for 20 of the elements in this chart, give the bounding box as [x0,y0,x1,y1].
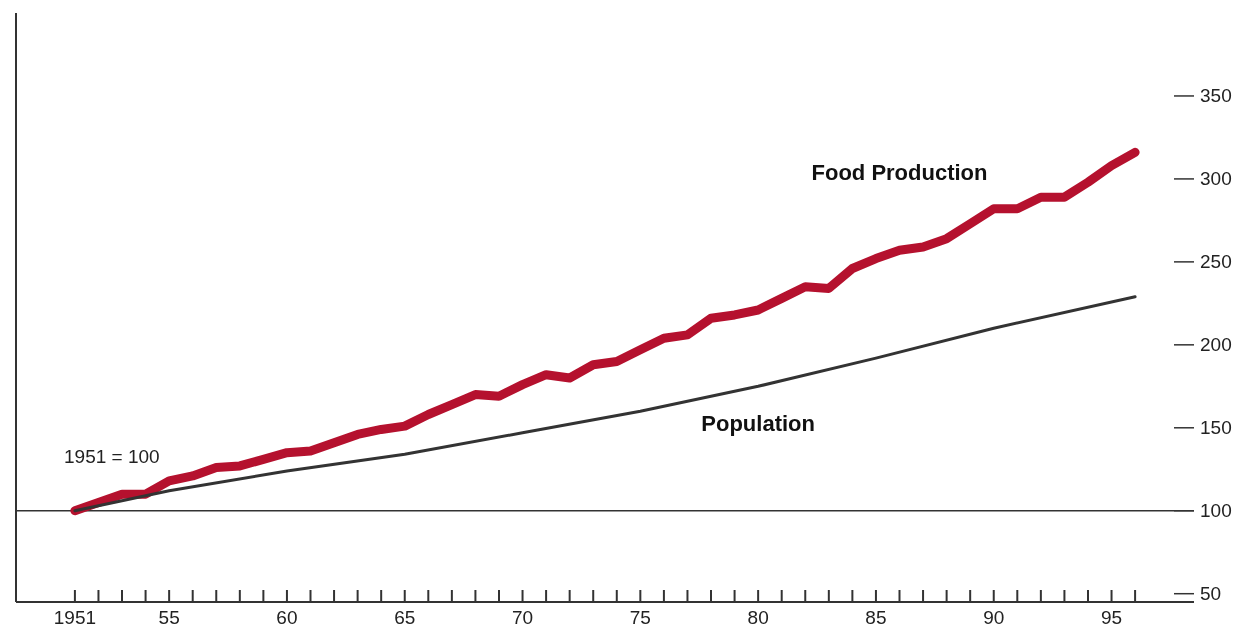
x-tick-label: 85 [865,607,887,628]
y-tick-label: 150 [1200,417,1232,439]
y-tick-label: 250 [1200,251,1232,273]
x-tick-label: 70 [511,607,534,628]
y-tick-label: 50 [1200,583,1222,605]
x-tick-label: 90 [983,607,1005,628]
x-tick-label: 1951 [53,607,97,628]
ref-line-label: 1951 = 100 [64,445,160,467]
x-tick-label: 55 [158,607,180,628]
x-tick-label: 60 [276,607,298,628]
y-tick-label: 200 [1200,334,1232,356]
y-tick-label: 350 [1200,85,1232,107]
x-tick-label: 75 [629,607,651,628]
x-tick-label: 80 [747,607,769,628]
y-tick-label: 100 [1200,500,1232,522]
y-tick-label: 300 [1200,168,1232,190]
series-label: Food Production [811,160,988,186]
x-tick-label: 95 [1100,607,1123,628]
x-tick-label: 65 [394,607,416,628]
series-label: Population [701,411,815,437]
